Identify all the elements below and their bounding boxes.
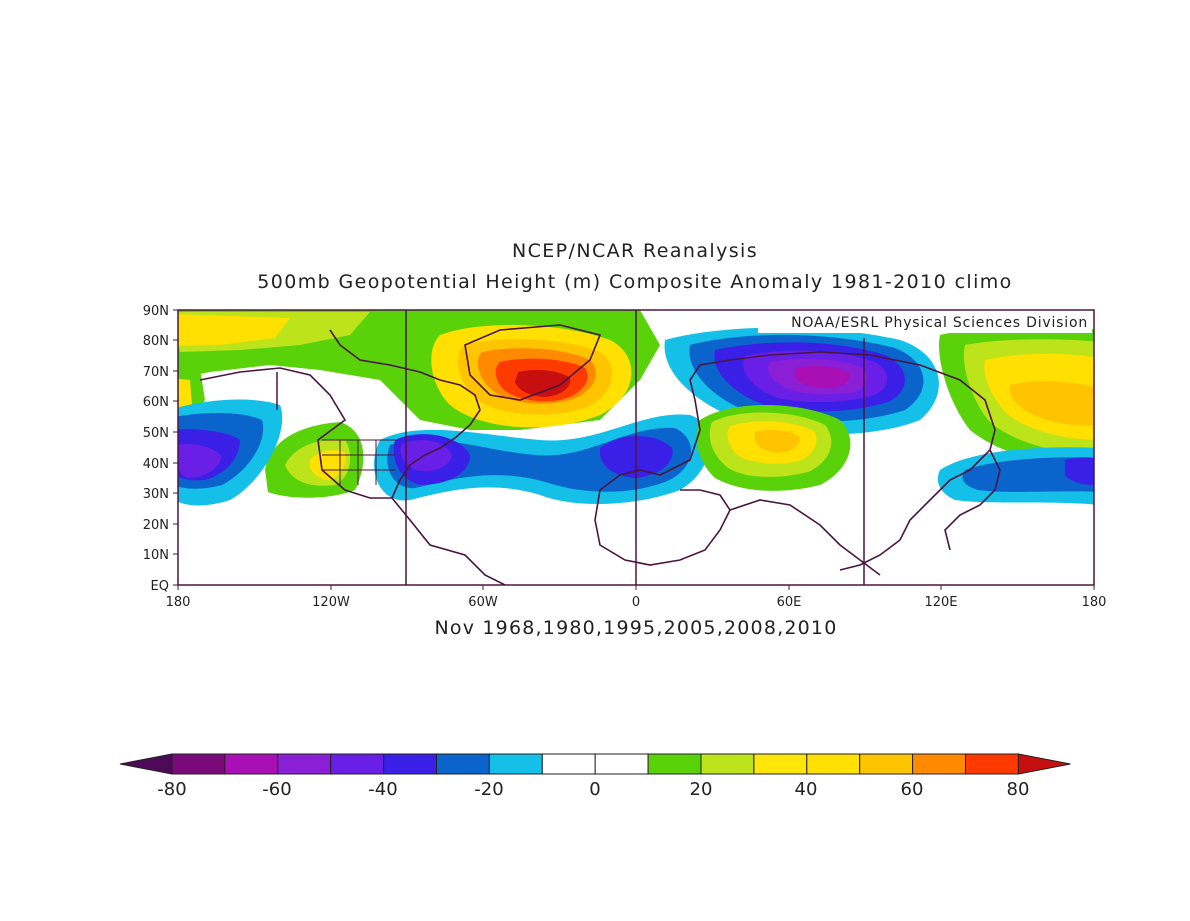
colorbar-label: -80	[157, 779, 186, 800]
colorbar-swatch	[594, 753, 649, 775]
coastline-east-asia	[944, 449, 1001, 551]
coastline-north-america-east	[329, 329, 481, 499]
chart-title: NCEP/NCAR Reanalysis	[511, 240, 759, 262]
anomaly-contour	[795, 365, 851, 388]
chart-subtitle: 500mb Geopotential Height (m) Composite …	[257, 271, 1013, 293]
lat-label: 10N	[143, 548, 169, 563]
composite-years-caption: Nov 1968,1980,1995,2005,2008,2010	[434, 617, 838, 639]
lat-label: 70N	[143, 365, 169, 380]
anomaly-field	[178, 310, 1094, 506]
colorbar-labels: -80 -60 -40 -20 0 20 40 60 80	[157, 779, 1029, 800]
colorbar-arrow-low	[119, 753, 173, 775]
coastline-africa	[594, 489, 731, 566]
lon-ticks	[177, 585, 1095, 590]
colorbar-label: 60	[901, 779, 924, 800]
lon-label: 180	[166, 595, 191, 610]
colorbar-swatch	[277, 753, 332, 775]
colorbar-label: -20	[474, 779, 503, 800]
lat-label: 30N	[143, 487, 169, 502]
lon-label: 120W	[312, 595, 350, 610]
anomaly-contour	[1065, 457, 1094, 486]
colorbar-label: 40	[795, 779, 818, 800]
coastline-greenland	[464, 324, 602, 401]
lat-label: 60N	[143, 395, 169, 410]
colorbar-swatch	[224, 753, 279, 775]
lat-label: 20N	[143, 518, 169, 533]
lon-label: 60W	[468, 595, 498, 610]
us-state-boundaries	[322, 439, 395, 485]
credit-box	[758, 312, 1092, 333]
lon-label: 180	[1082, 595, 1107, 610]
colorbar-swatch	[912, 753, 966, 775]
colorbar-swatch	[330, 753, 385, 775]
colorbar-swatch	[171, 753, 226, 775]
lat-label: 90N	[143, 304, 169, 319]
coastlines	[199, 324, 1001, 585]
lat-label: EQ	[151, 579, 169, 594]
coastline-north-america	[199, 367, 506, 585]
lat-label: 80N	[143, 334, 169, 349]
anomaly-contour	[515, 370, 571, 397]
lat-label: 50N	[143, 426, 169, 441]
lon-label: 60E	[777, 595, 802, 610]
colorbar-label: 80	[1007, 779, 1030, 800]
colorbar-swatch	[383, 753, 438, 775]
colorbar-label: 20	[690, 779, 713, 800]
colorbar-swatch	[647, 753, 702, 775]
colorbar-swatch	[965, 753, 1019, 775]
colorbar-swatch	[753, 753, 808, 775]
anomaly-contour	[178, 444, 222, 478]
lon-label: 120E	[924, 595, 957, 610]
anomaly-contour	[309, 450, 346, 480]
credit-text: NOAA/ESRL Physical Sciences Division	[791, 315, 1088, 331]
colorbar-label: -60	[262, 779, 291, 800]
lat-ticks	[173, 309, 178, 586]
colorbar-arrow-high	[1017, 753, 1071, 775]
colorbar-label: 0	[589, 779, 600, 800]
colorbar-swatch	[806, 753, 861, 775]
colorbar-label: -40	[368, 779, 397, 800]
colorbar-swatch	[488, 753, 543, 775]
colorbar-swatch	[859, 753, 914, 775]
anomaly-contour	[755, 429, 800, 453]
lat-label: 40N	[143, 457, 169, 472]
colorbar-swatch	[436, 753, 490, 775]
anomaly-contour	[962, 457, 1094, 492]
anomaly-contour	[1009, 381, 1094, 426]
anomaly-contour	[178, 314, 290, 346]
colorbar-swatch	[541, 753, 596, 775]
meridian-lines	[276, 310, 865, 585]
colorbar	[119, 753, 1071, 775]
colorbar-swatch	[700, 753, 755, 775]
coastline-asia-south	[729, 499, 881, 576]
lon-label: 0	[632, 595, 640, 610]
coastline-europe-africa	[599, 351, 996, 571]
